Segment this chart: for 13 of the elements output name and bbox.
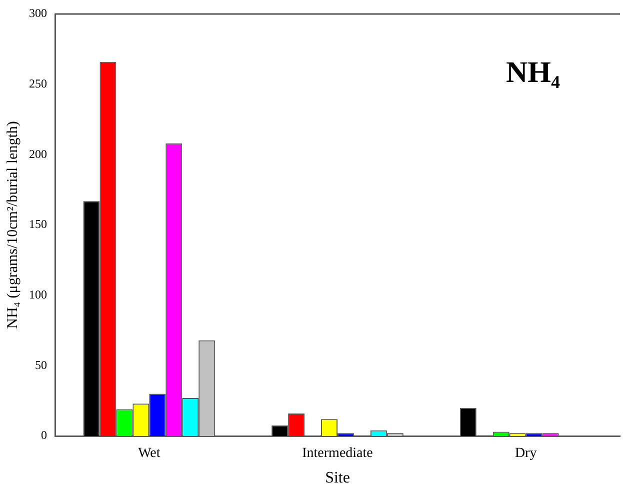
y-tick-label: 250 (29, 76, 47, 90)
x-axis-title: Site (325, 470, 350, 487)
y-tick-label: 0 (41, 428, 47, 442)
text: NH₄ (506, 56, 560, 89)
x-tick-label: Dry (514, 446, 537, 462)
y-tick-label: 300 (29, 6, 47, 20)
x-tick-label: Intermediate (302, 446, 373, 462)
y-axis-title: NH₄ (μgrams/10cm²/burial length) (4, 121, 21, 329)
y-tick-label: 100 (29, 287, 47, 302)
y-tick-label: 200 (29, 146, 47, 161)
y-tick-label: 150 (29, 217, 47, 232)
y-tick-label: 50 (35, 358, 47, 372)
x-tick-label: Wet (138, 446, 160, 462)
